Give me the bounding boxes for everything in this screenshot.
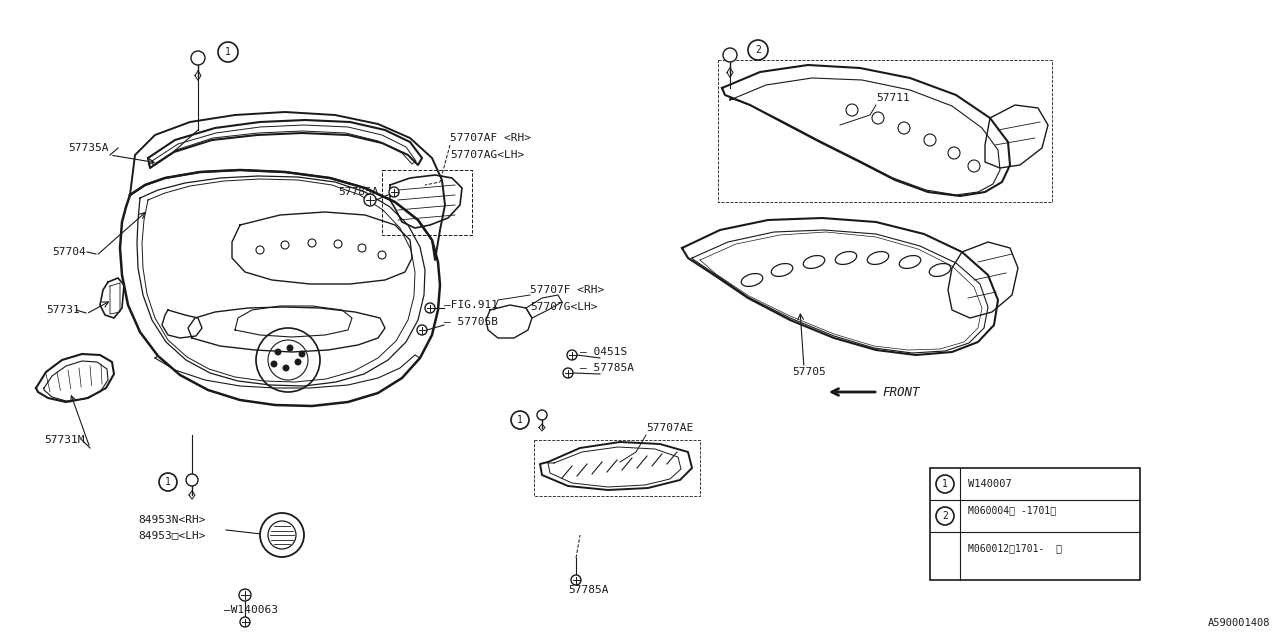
- Text: 57707AG<LH>: 57707AG<LH>: [451, 150, 525, 160]
- Text: 57707G<LH>: 57707G<LH>: [530, 302, 598, 312]
- Circle shape: [159, 473, 177, 491]
- Text: 57731M: 57731M: [44, 435, 84, 445]
- Text: FRONT: FRONT: [882, 385, 919, 399]
- Text: 57731: 57731: [46, 305, 79, 315]
- Text: 57707F <RH>: 57707F <RH>: [530, 285, 604, 295]
- Circle shape: [417, 325, 428, 335]
- Circle shape: [425, 303, 435, 313]
- Circle shape: [936, 475, 954, 493]
- Text: 57785A: 57785A: [568, 585, 608, 595]
- Circle shape: [271, 361, 276, 367]
- Circle shape: [364, 194, 376, 206]
- Text: 2: 2: [755, 45, 760, 55]
- Text: 1: 1: [942, 479, 948, 489]
- Circle shape: [936, 507, 954, 525]
- Circle shape: [239, 589, 251, 601]
- Circle shape: [511, 411, 529, 429]
- Circle shape: [191, 51, 205, 65]
- Circle shape: [260, 513, 305, 557]
- Text: — 0451S: — 0451S: [580, 347, 627, 357]
- Text: M060012〈1701-  〉: M060012〈1701- 〉: [968, 543, 1062, 553]
- Circle shape: [389, 187, 399, 197]
- Text: 57707AF <RH>: 57707AF <RH>: [451, 133, 531, 143]
- Text: 57705: 57705: [792, 367, 826, 377]
- Text: 84953N<RH>: 84953N<RH>: [138, 515, 206, 525]
- Bar: [931, 468, 1140, 580]
- Circle shape: [748, 40, 768, 60]
- Text: 1: 1: [517, 415, 524, 425]
- Text: —W140063: —W140063: [224, 605, 278, 615]
- Text: A590001408: A590001408: [1207, 618, 1270, 628]
- Circle shape: [571, 575, 581, 585]
- Text: — 57705B: — 57705B: [444, 317, 498, 327]
- Text: W140007: W140007: [968, 479, 1011, 489]
- Circle shape: [287, 345, 293, 351]
- Text: 1: 1: [165, 477, 172, 487]
- Text: 57711: 57711: [876, 93, 910, 103]
- Text: —FIG.911: —FIG.911: [444, 300, 498, 310]
- Text: 57704: 57704: [52, 247, 86, 257]
- Circle shape: [186, 474, 198, 486]
- Text: 84953□<LH>: 84953□<LH>: [138, 530, 206, 540]
- Text: 57735A: 57735A: [68, 143, 109, 153]
- Text: 57707AE: 57707AE: [646, 423, 694, 433]
- Circle shape: [563, 368, 573, 378]
- Text: 1: 1: [225, 47, 230, 57]
- Circle shape: [294, 359, 301, 365]
- Circle shape: [283, 365, 289, 371]
- Circle shape: [275, 349, 282, 355]
- Circle shape: [218, 42, 238, 62]
- Circle shape: [567, 350, 577, 360]
- Text: — 57785A: — 57785A: [580, 363, 634, 373]
- Circle shape: [241, 617, 250, 627]
- Circle shape: [538, 410, 547, 420]
- Circle shape: [300, 351, 305, 357]
- Circle shape: [723, 48, 737, 62]
- Text: 2: 2: [942, 511, 948, 521]
- Text: 57785A: 57785A: [338, 187, 379, 197]
- Text: M060004〈 -1701〉: M060004〈 -1701〉: [968, 505, 1056, 515]
